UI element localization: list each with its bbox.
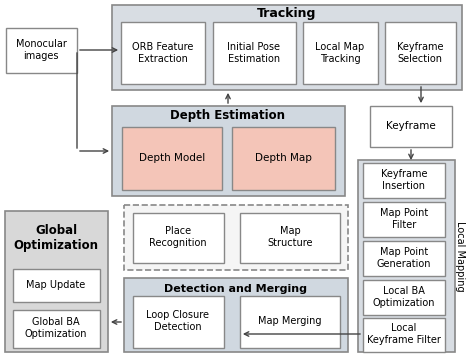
- FancyBboxPatch shape: [363, 280, 445, 315]
- Text: Depth Model: Depth Model: [139, 153, 205, 163]
- FancyBboxPatch shape: [122, 127, 222, 190]
- FancyBboxPatch shape: [232, 127, 335, 190]
- FancyBboxPatch shape: [121, 22, 205, 84]
- Text: Depth Estimation: Depth Estimation: [171, 110, 285, 122]
- Text: Local Map
Tracking: Local Map Tracking: [315, 42, 365, 64]
- FancyBboxPatch shape: [385, 22, 456, 84]
- Text: Local BA
Optimization: Local BA Optimization: [373, 286, 435, 308]
- FancyBboxPatch shape: [112, 106, 345, 196]
- Text: Loop Closure
Detection: Loop Closure Detection: [146, 310, 210, 332]
- Text: Keyframe
Selection: Keyframe Selection: [397, 42, 443, 64]
- FancyBboxPatch shape: [124, 205, 348, 270]
- Text: Monocular
images: Monocular images: [16, 39, 66, 61]
- FancyBboxPatch shape: [303, 22, 378, 84]
- FancyBboxPatch shape: [363, 241, 445, 276]
- Text: Tracking: Tracking: [257, 6, 317, 20]
- Text: Local
Keyframe Filter: Local Keyframe Filter: [367, 323, 441, 345]
- FancyBboxPatch shape: [13, 269, 100, 302]
- FancyBboxPatch shape: [363, 318, 445, 352]
- Text: Map Point
Filter: Map Point Filter: [380, 208, 428, 230]
- Text: Global
Optimization: Global Optimization: [13, 224, 99, 252]
- Text: Detection and Merging: Detection and Merging: [164, 284, 308, 294]
- Text: Depth Map: Depth Map: [255, 153, 311, 163]
- FancyBboxPatch shape: [133, 296, 224, 348]
- Text: Keyframe: Keyframe: [386, 121, 436, 131]
- FancyBboxPatch shape: [213, 22, 296, 84]
- FancyBboxPatch shape: [358, 160, 455, 352]
- FancyBboxPatch shape: [124, 278, 348, 352]
- Text: Map Merging: Map Merging: [258, 316, 322, 326]
- FancyBboxPatch shape: [363, 202, 445, 237]
- Text: Global BA
Optimization: Global BA Optimization: [25, 317, 87, 339]
- FancyBboxPatch shape: [370, 106, 452, 147]
- Text: Map Point
Generation: Map Point Generation: [377, 247, 431, 269]
- Text: Map Update: Map Update: [27, 280, 86, 290]
- Text: Keyframe
Insertion: Keyframe Insertion: [381, 169, 427, 191]
- FancyBboxPatch shape: [112, 5, 462, 90]
- FancyBboxPatch shape: [240, 296, 340, 348]
- Text: Local Mapping: Local Mapping: [455, 221, 465, 291]
- Text: ORB Feature
Extraction: ORB Feature Extraction: [132, 42, 194, 64]
- FancyBboxPatch shape: [133, 213, 224, 263]
- Text: Initial Pose
Estimation: Initial Pose Estimation: [228, 42, 281, 64]
- FancyBboxPatch shape: [240, 213, 340, 263]
- FancyBboxPatch shape: [5, 211, 108, 352]
- FancyBboxPatch shape: [13, 310, 100, 348]
- FancyBboxPatch shape: [363, 163, 445, 198]
- Text: Place
Recognition: Place Recognition: [149, 226, 207, 248]
- FancyBboxPatch shape: [6, 28, 77, 73]
- Text: Map
Structure: Map Structure: [267, 226, 313, 248]
